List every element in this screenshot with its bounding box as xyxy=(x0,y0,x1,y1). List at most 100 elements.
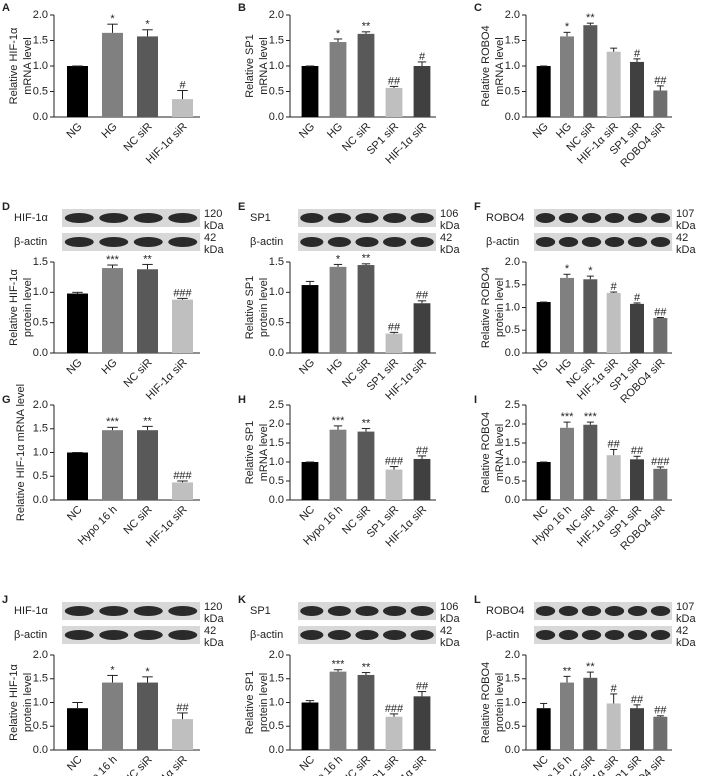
bar xyxy=(583,279,598,353)
blot-lane xyxy=(604,213,625,223)
panel: G Relative HIF-1α mRNA level 0.0 0.5 1.0 1.5 2… xyxy=(2,384,200,550)
significance: *** xyxy=(584,411,598,423)
error-bar xyxy=(417,691,427,697)
blot-lane xyxy=(327,630,351,640)
bar xyxy=(606,703,621,750)
error-bar xyxy=(633,302,641,304)
y-axis-label: Relative ROBO4 xyxy=(480,267,492,348)
x-tick-label: NC xyxy=(297,754,317,774)
error-bar xyxy=(389,713,399,717)
significance: ** xyxy=(586,12,595,24)
blot-lane xyxy=(627,630,648,640)
x-tick-label: NG xyxy=(531,121,551,141)
blot-size: 120 xyxy=(204,601,222,613)
blot-lane xyxy=(410,630,434,640)
blot-lane xyxy=(327,606,351,616)
error-bar xyxy=(305,280,315,286)
y-axis-label: protein level xyxy=(494,673,506,732)
bar xyxy=(536,708,551,750)
error-bar xyxy=(389,85,399,88)
bar xyxy=(67,708,88,750)
significance: # xyxy=(634,48,641,60)
bar xyxy=(67,452,88,500)
blot-size: 107 xyxy=(676,208,694,220)
error-bar xyxy=(333,38,343,43)
y-axis-label: Relative SP1 xyxy=(244,34,256,98)
blot-lane xyxy=(558,630,579,640)
error-bar xyxy=(586,22,594,26)
y-axis-label: Relative HIF-1α xyxy=(8,27,20,104)
y-tick-label: 1.5 xyxy=(505,279,520,291)
x-tick-label: NG xyxy=(65,121,85,141)
y-tick-label: 1.0 xyxy=(505,60,520,72)
y-tick-label: 1.0 xyxy=(505,696,520,708)
blot-lane xyxy=(627,606,648,616)
significance: ## xyxy=(388,75,401,87)
bar xyxy=(172,299,193,353)
bar xyxy=(329,42,347,117)
blot-lane xyxy=(327,237,351,247)
y-tick-label: 0.5 xyxy=(269,85,284,97)
blot-lane xyxy=(99,213,129,223)
y-axis-label: protein level xyxy=(258,673,270,732)
y-tick-label: 0.0 xyxy=(505,494,520,506)
blot-lane xyxy=(300,630,324,640)
bar xyxy=(653,468,668,500)
y-tick-label: 0.0 xyxy=(33,494,48,506)
blot-lane xyxy=(300,606,324,616)
panel: B Relative SP1 mRNA level 0.0 0.5 1.0 1.5 2.0 NG… xyxy=(238,2,436,167)
bar xyxy=(67,66,88,117)
error-bar xyxy=(361,672,371,675)
y-tick-label: 1.5 xyxy=(269,256,284,268)
y-tick-label: 1.5 xyxy=(269,673,284,685)
panel-letter: G xyxy=(2,394,11,406)
error-bar xyxy=(610,693,618,704)
error-bar xyxy=(656,85,664,91)
blot-size: 106 xyxy=(440,208,458,220)
blot-label: HIF-1α xyxy=(14,212,49,224)
blot-size: kDa xyxy=(204,244,224,256)
blot-lane xyxy=(168,237,198,247)
error-bar xyxy=(177,712,188,720)
significance: ### xyxy=(385,455,404,467)
blot-lane xyxy=(168,606,198,616)
y-axis-label: Relative SP1 xyxy=(244,276,256,340)
blot-lane xyxy=(627,237,648,247)
blot-lane xyxy=(99,237,129,247)
blot-band xyxy=(62,602,200,620)
bar xyxy=(385,469,403,500)
y-tick-label: 2.0 xyxy=(505,418,520,430)
blot-size: kDa xyxy=(676,244,696,256)
y-tick-label: 1.5 xyxy=(269,34,284,46)
blot-size: 42 xyxy=(676,232,688,244)
error-bar xyxy=(656,715,664,717)
y-axis-label: mRNA level xyxy=(258,37,270,94)
bar xyxy=(329,671,347,750)
error-bar xyxy=(540,702,548,709)
significance: *** xyxy=(332,659,346,671)
bar xyxy=(583,677,598,750)
blot-lane xyxy=(64,630,94,640)
panel-letter: I xyxy=(474,394,477,406)
blot-lane xyxy=(627,213,648,223)
x-tick-label: NC siR xyxy=(340,754,373,776)
y-axis-label: Relative ROBO4 xyxy=(480,662,492,743)
panel-letter: A xyxy=(2,2,10,14)
blot-size: 107 xyxy=(676,601,694,613)
bar xyxy=(413,696,431,750)
significance: ## xyxy=(416,445,429,457)
error-bar xyxy=(361,263,371,266)
blot-lane xyxy=(64,213,94,223)
y-axis-label: protein level xyxy=(22,278,34,337)
significance: ## xyxy=(654,705,667,717)
blot-lane xyxy=(604,630,625,640)
blot-lane xyxy=(581,630,602,640)
error-bar xyxy=(656,466,664,469)
blot-label: β-actin xyxy=(250,236,283,248)
y-tick-label: 1.0 xyxy=(269,456,284,468)
blot-size: kDa xyxy=(676,613,696,625)
y-tick-label: 1.0 xyxy=(505,301,520,313)
blot-label: β-actin xyxy=(14,236,47,248)
